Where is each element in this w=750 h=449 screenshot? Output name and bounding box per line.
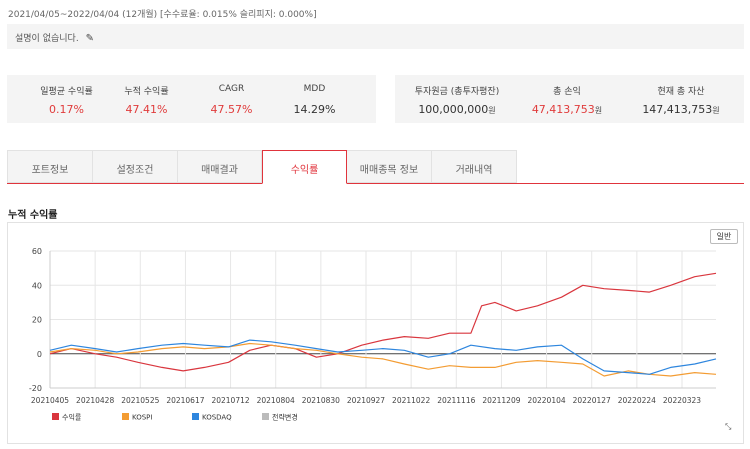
x-tick-label: 20210617 [166,396,204,405]
stat-label: 투자원금 (총투자평잔) [414,87,500,97]
tab-traded-stocks[interactable]: 매매종목 정보 [347,150,432,183]
asset-stats-panel: 투자원금 (총투자평잔) 100,000,000원 총 손익 47,413,75… [395,75,744,123]
stat-value: 0.17% [49,103,84,116]
return-stats-panel: 일평균 수익률 0.17% 누적 수익률 47.41% CAGR 47.57% … [7,75,376,123]
y-tick-label: 20 [32,316,42,325]
x-tick-label: 20210428 [76,396,114,405]
legend-swatch [52,413,59,420]
stat-label: MDD [303,84,326,94]
legend-label: 전략변경 [272,413,298,422]
legend-swatch [262,413,269,420]
x-tick-label: 20210830 [302,396,340,405]
stat-unit: 원 [594,106,603,115]
y-tick-label: 0 [37,350,42,359]
chart-mode-button[interactable]: 일반 [710,229,738,244]
stat-value: 14.29% [293,103,336,116]
tab-trade-history[interactable]: 거래내역 [432,150,517,183]
stat-value: 100,000,000원 [407,103,507,116]
chart-container [7,222,744,444]
stat-label: 현재 총 자산 [657,87,705,97]
tab-port-info[interactable]: 포트정보 [7,150,93,183]
series-line-수익률 [49,272,717,372]
stat-label: 총 손익 [553,87,581,97]
stat-total-pnl: 총 손익 47,413,753원 [517,84,617,116]
stat-value: 147,413,753원 [627,103,735,116]
stat-total-assets: 현재 총 자산 147,413,753원 [627,84,735,116]
backtest-period: 2021/04/05~2022/04/04 (12개월) [수수료율: 0.01… [8,10,317,20]
stat-label: CAGR [218,84,245,94]
x-tick-label: 20211209 [482,396,520,405]
stat-label: 누적 수익률 [124,87,169,97]
stat-number: 147,413,753 [642,103,713,116]
x-tick-label: 20210525 [121,396,159,405]
pencil-icon[interactable]: ✎ [85,33,94,44]
stat-number: 47,413,753 [531,103,595,116]
result-tabs: 포트정보 설정조건 매매결과 수익률 매매종목 정보 거래내역 [7,150,744,184]
legend-swatch [192,413,199,420]
stat-unit: 원 [712,106,720,115]
x-tick-label: 20210927 [347,396,385,405]
x-tick-label: 20220323 [663,396,701,405]
x-tick-label: 20210405 [31,396,69,405]
stat-cumulative-return: 누적 수익률 47.41% [109,84,184,116]
x-tick-label: 20210804 [257,396,295,405]
tab-settings[interactable]: 설정조건 [93,150,178,183]
stat-value: 47,413,753원 [517,103,617,116]
stat-label: 일평균 수익률 [40,87,93,97]
x-tick-label: 20211022 [392,396,430,405]
chart-title: 누적 수익률 [8,210,58,221]
legend-label: KOSPI [132,414,152,422]
y-tick-label: -20 [29,384,42,393]
legend-label: 수익률 [62,414,82,422]
description-box: 설명이 없습니다. ✎ [7,24,744,49]
tab-returns[interactable]: 수익률 [262,150,347,184]
series-line-KOSDAQ [49,339,717,375]
stat-value: 47.57% [210,103,253,116]
tab-underline [7,183,744,184]
y-tick-label: 60 [32,247,42,256]
tab-trade-results[interactable]: 매매결과 [178,150,262,183]
stat-principal: 투자원금 (총투자평잔) 100,000,000원 [407,84,507,116]
y-tick-label: 40 [32,281,42,290]
legend-label: KOSDAQ [202,414,232,422]
stat-unit: 원 [488,106,496,115]
resize-handle-icon[interactable]: ⤡ [725,422,732,431]
x-tick-label: 20220104 [527,396,565,405]
stat-cagr: CAGR 47.57% [194,84,269,116]
x-tick-label: 20220224 [618,396,656,405]
stat-daily-return: 일평균 수익률 0.17% [29,84,104,116]
stat-number: 100,000,000 [418,103,489,116]
stat-mdd: MDD 14.29% [277,84,352,116]
x-tick-label: 20210712 [211,396,249,405]
x-tick-label: 20220127 [573,396,611,405]
x-tick-label: 20211116 [437,396,475,405]
description-text: 설명이 없습니다. [15,34,79,44]
stat-value: 47.41% [125,103,168,116]
legend-swatch [122,413,129,420]
series-line-KOSPI [49,342,717,377]
